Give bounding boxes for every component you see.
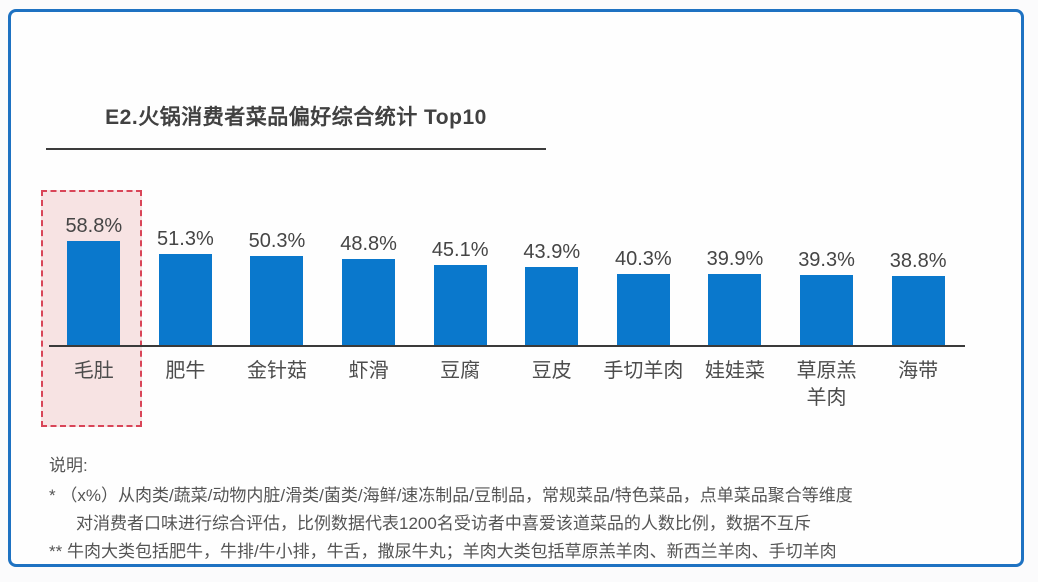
notes-section: 说明: * （x%）从肉类/蔬菜/动物内脏/滑类/菌类/海鲜/速冻制品/豆制品，… [49,452,999,566]
bar-group: 45.1% [414,239,506,345]
bar-category-label: 金针菇 [246,360,307,382]
bar-category-label: 草原羔 羊肉 [796,360,857,409]
bar-value-label: 43.9% [523,241,581,263]
note-line-2: 对消费者口味进行综合评估，比例数据代表1200名受访者中喜爱该道菜品的人数比例，… [76,514,811,533]
bar-group: 58.8% [48,215,140,345]
bar [708,274,762,345]
title-underline [46,148,546,150]
bar-category-label: 海带 [898,360,939,382]
bar-category-label: 手切羊肉 [603,360,684,382]
chart-title: E2.火锅消费者菜品偏好综合统计 Top10 [105,106,487,129]
bar [891,276,945,345]
bars-row: 58.8% 51.3% 50.3% 48.8% 45.1% 43.9% 40.3% 39.9%… [48,12,964,345]
bar-group: 39.9% [689,248,781,345]
category-labels-row: 毛肚 肥牛 金针菇 虾滑 豆腐 豆皮 手切羊肉 娃娃菜 草原羔 羊肉 海带 [48,358,964,412]
report-card: E2.火锅消费者菜品偏好综合统计 Top10 58.8% 51.3% 50.3% 48… [8,9,1024,567]
bar-category-label: 毛肚 [73,360,114,382]
bar-group: 39.3% [781,249,873,345]
bar [250,256,304,345]
bar [158,254,212,345]
bar-value-label: 40.3% [615,248,672,270]
bar-value-label: 38.8% [889,250,947,272]
title-block: E2.火锅消费者菜品偏好综合统计 Top10 [46,105,546,150]
bar [525,267,579,345]
bar [67,241,121,345]
bar-group: 40.3% [598,248,690,345]
bar-group: 43.9% [506,241,598,345]
bar [800,275,854,345]
note-line-1: * （x%）从肉类/蔬菜/动物内脏/滑类/菌类/海鲜/速冻制品/豆制品，常规菜品… [49,486,853,505]
bar [433,265,487,345]
bar-category-label: 豆腐 [440,360,481,382]
bar-group: 51.3% [140,228,232,345]
bar-group: 48.8% [323,233,415,345]
bar-chart: 58.8% 51.3% 50.3% 48.8% 45.1% 43.9% 40.3% 39.9%… [11,12,1027,452]
bar-category-label: 肥牛 [165,360,206,382]
bar-group: 38.8% [872,250,964,345]
bar-value-label: 48.8% [340,233,397,255]
bar-value-label: 58.8% [65,215,123,237]
bar-category-label: 娃娃菜 [704,360,765,382]
bar-value-label: 39.3% [798,249,855,271]
bar [342,259,396,345]
bar-value-label: 45.1% [431,239,489,261]
bar-value-label: 51.3% [157,228,214,250]
x-axis-line [49,345,965,347]
notes-heading: 说明: [49,456,88,475]
note-line-3: ** 牛肉大类包括肥牛，牛排/牛小排，牛舌，撒尿牛丸；羊肉大类包括草原羔羊肉、新… [49,542,837,561]
bar-value-label: 39.9% [706,248,764,270]
bar [616,274,670,345]
bar-category-label: 虾滑 [348,360,389,382]
bar-category-label: 豆皮 [531,360,572,382]
bar-value-label: 50.3% [248,230,306,252]
bar-group: 50.3% [231,230,323,345]
